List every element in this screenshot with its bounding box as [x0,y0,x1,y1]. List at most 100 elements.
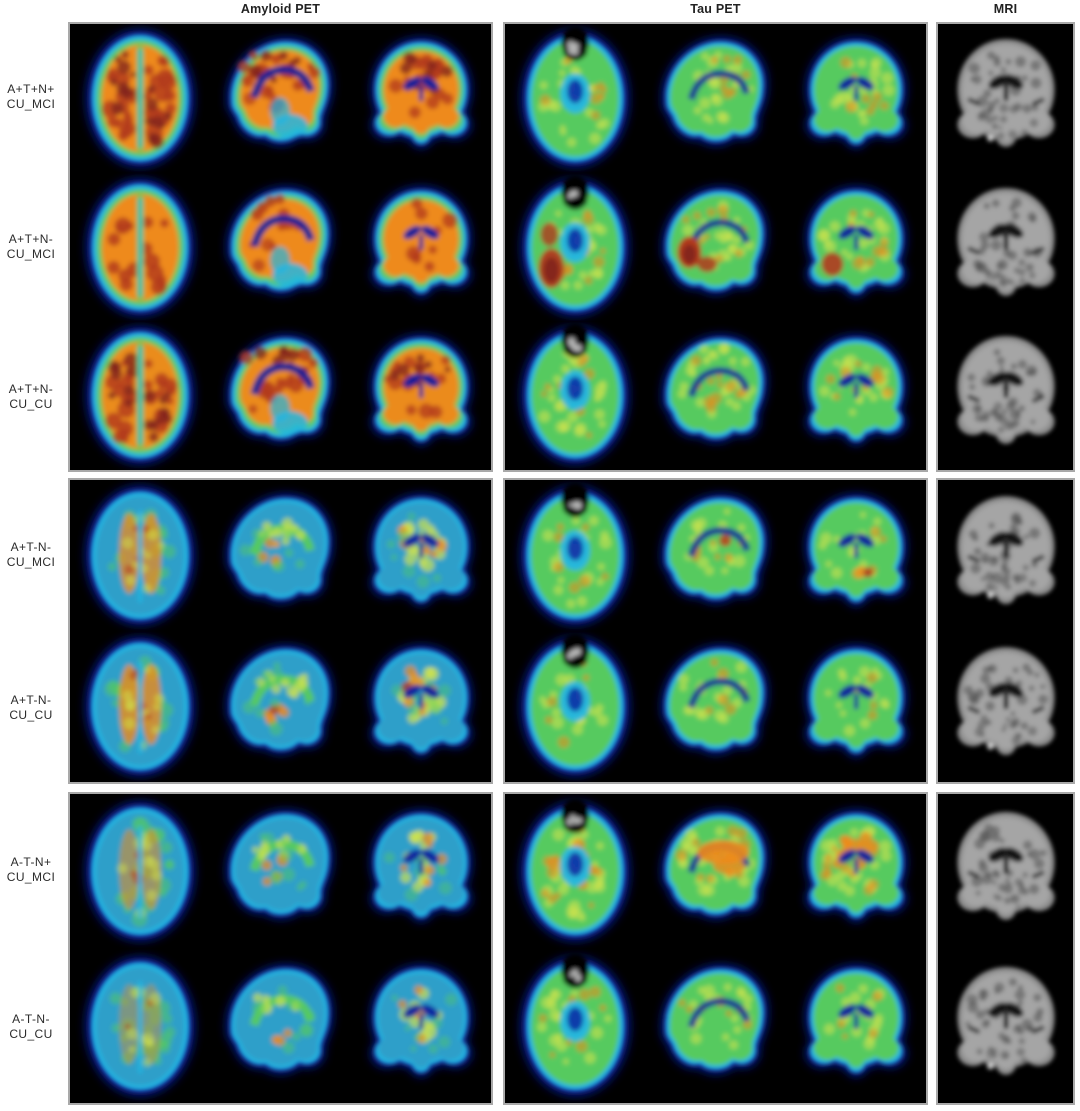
amyloid-sagittal-scan [210,173,350,322]
mri-scan-row [938,24,1073,173]
amyloid-coronal-scan [351,173,491,322]
column-header-tau-pet: Tau PET [690,2,741,16]
amyloid-scan-row [70,24,491,173]
amyloid-axial-scan [70,321,210,470]
amyloid-axial-scan [70,24,210,173]
amyloid-sagittal-scan [210,24,350,173]
amyloid-axial-scan [70,631,210,782]
cohort-label: CU_CU [9,707,53,722]
mri-coronal-scan [938,949,1073,1104]
mri-scan-row [938,794,1073,949]
cohort-label: CU_MCI [6,247,56,261]
tau-scan-row [505,173,926,322]
amyloid-scan-row [70,173,491,322]
biomarker-profile-label: A+T+N- [8,382,54,396]
cohort-label: CU_MCI [6,554,56,569]
amyloid-pet-panel [68,792,493,1105]
mri-coronal-scan [938,173,1073,322]
tau-axial-scan [505,480,645,631]
mri-coronal-scan [938,794,1073,949]
tau-pet-panel [503,22,928,472]
row-label: A+T+N- CU_MCI [0,172,66,322]
tau-sagittal-scan [645,631,785,782]
row-labels-column: A-T-N+ CU_MCI A-T-N- CU_CU [0,792,66,1105]
amyloid-coronal-scan [351,949,491,1104]
amyloid-axial-scan [70,480,210,631]
cohort-label: CU_CU [9,397,53,411]
biomarker-group-band: A+T-N- CU_MCI A+T-N- CU_CU [0,478,1080,784]
cohort-label: CU_MCI [6,870,56,885]
tau-scan-row [505,480,926,631]
tau-coronal-scan [786,480,926,631]
mri-panel [936,22,1075,472]
tau-scan-row [505,24,926,173]
amyloid-sagittal-scan [210,321,350,470]
tau-axial-scan [505,949,645,1104]
mri-coronal-scan [938,631,1073,782]
tau-axial-scan [505,24,645,173]
row-label: A-T-N+ CU_MCI [0,792,66,949]
column-header-amyloid-pet: Amyloid PET [240,2,321,16]
tau-sagittal-scan [645,321,785,470]
column-header-mri: MRI [993,2,1018,16]
tau-sagittal-scan [645,480,785,631]
tau-scan-row [505,794,926,949]
biomarker-profile-label: A+T-N- [10,692,52,707]
amyloid-sagittal-scan [210,631,350,782]
amyloid-sagittal-scan [210,480,350,631]
row-label: A+T+N+ CU_MCI [0,22,66,172]
tau-scan-row [505,631,926,782]
tau-sagittal-scan [645,949,785,1104]
tau-sagittal-scan [645,24,785,173]
tau-pet-panel [503,792,928,1105]
tau-axial-scan [505,173,645,322]
amyloid-scan-row [70,480,491,631]
biomarker-group-band: A-T-N+ CU_MCI A-T-N- CU_CU [0,792,1080,1105]
tau-sagittal-scan [645,173,785,322]
mri-panel [936,792,1075,1105]
amyloid-pet-panel [68,22,493,472]
amyloid-axial-scan [70,794,210,949]
amyloid-sagittal-scan [210,794,350,949]
tau-axial-scan [505,321,645,470]
amyloid-coronal-scan [351,480,491,631]
row-label: A+T-N- CU_CU [0,631,66,784]
row-labels-column: A+T+N+ CU_MCI A+T+N- CU_MCI A+T+N- CU_CU [0,22,66,472]
row-label: A-T-N- CU_CU [0,949,66,1106]
mri-coronal-scan [938,321,1073,470]
tau-axial-scan [505,631,645,782]
mri-scan-row [938,480,1073,631]
tau-coronal-scan [786,173,926,322]
mri-scan-row [938,321,1073,470]
amyloid-axial-scan [70,173,210,322]
amyloid-pet-panel [68,478,493,784]
amyloid-scan-row [70,631,491,782]
tau-axial-scan [505,794,645,949]
amyloid-axial-scan [70,949,210,1104]
tau-scan-row [505,321,926,470]
tau-scan-row [505,949,926,1104]
mri-coronal-scan [938,480,1073,631]
amyloid-coronal-scan [351,631,491,782]
biomarker-profile-label: A+T+N+ [7,82,55,96]
amyloid-coronal-scan [351,321,491,470]
cohort-label: CU_CU [9,1026,53,1041]
amyloid-sagittal-scan [210,949,350,1104]
tau-pet-panel [503,478,928,784]
biomarker-profile-label: A-T-N- [12,1011,50,1026]
mri-scan-row [938,949,1073,1104]
tau-coronal-scan [786,794,926,949]
amyloid-scan-row [70,794,491,949]
mri-scan-row [938,173,1073,322]
mri-scan-row [938,631,1073,782]
amyloid-coronal-scan [351,794,491,949]
tau-coronal-scan [786,321,926,470]
biomarker-profile-label: A+T-N- [10,539,52,554]
tau-coronal-scan [786,631,926,782]
row-label: A+T+N- CU_CU [0,322,66,472]
biomarker-profile-label: A+T+N- [8,232,54,246]
tau-coronal-scan [786,949,926,1104]
row-labels-column: A+T-N- CU_MCI A+T-N- CU_CU [0,478,66,784]
biomarker-group-band: A+T+N+ CU_MCI A+T+N- CU_MCI A+T+N- CU_CU [0,22,1080,472]
